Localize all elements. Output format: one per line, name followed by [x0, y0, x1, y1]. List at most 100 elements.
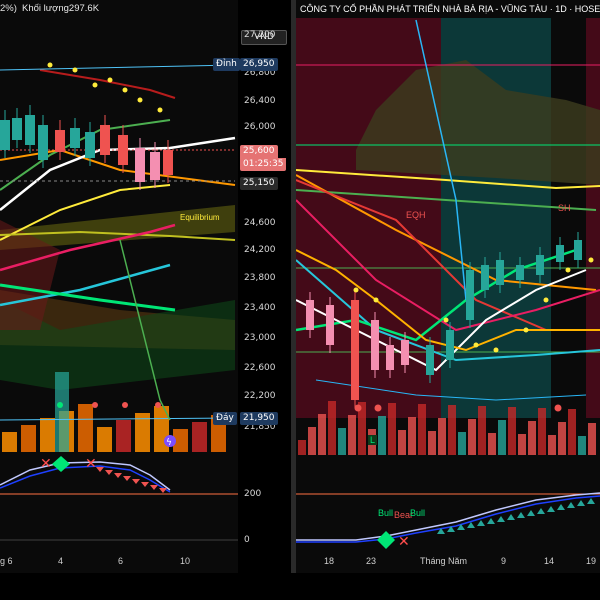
x-tick: Tháng Năm — [420, 556, 468, 566]
sar-dot — [493, 347, 499, 353]
right-chart-canvas[interactable]: ✕ — [296, 0, 600, 573]
volume-bar — [358, 402, 366, 455]
sar-dot — [157, 107, 163, 113]
right-candles — [306, 232, 582, 408]
left-chart-panel[interactable]: ✕ ✕ ϟ 2%) Khối lượng297.6K VND 27,200 26,… — [0, 0, 291, 573]
volume-bar — [548, 435, 556, 455]
signal-dot — [554, 404, 562, 412]
olive-ma-line — [0, 230, 236, 241]
osc-triangle — [141, 482, 149, 487]
signal-dot — [57, 402, 63, 408]
y-axis-label: 23,800 — [244, 273, 276, 283]
y-axis-bg — [238, 0, 291, 573]
right-volume-bars — [298, 401, 596, 455]
l-label: L — [368, 435, 378, 445]
osc-triangle — [547, 506, 555, 512]
signal-bull-2: Bull — [410, 508, 426, 518]
green-curve — [119, 239, 171, 421]
candle — [306, 300, 314, 330]
osc-triangle — [437, 528, 445, 534]
white-ma-line — [0, 136, 236, 211]
candle — [85, 132, 95, 158]
y-axis-label: 23,000 — [244, 333, 276, 343]
osc-cross: ✕ — [398, 534, 410, 550]
sar-dot — [107, 77, 113, 83]
candle — [556, 245, 564, 262]
sar-dot — [443, 317, 449, 323]
left-candles — [0, 105, 173, 190]
volume-bar — [508, 407, 516, 455]
volume-bar — [116, 420, 131, 452]
sar-dot — [588, 257, 594, 263]
bottom-curve — [315, 379, 587, 401]
left-chart-canvas[interactable]: ✕ ✕ ϟ — [0, 0, 291, 573]
y-axis-label: 23,400 — [244, 303, 276, 313]
volume-bar — [21, 425, 36, 452]
bottom-line — [0, 417, 236, 421]
signal-dot — [354, 404, 362, 412]
x-tick: 9 — [501, 556, 507, 566]
osc-triangle — [587, 498, 595, 504]
candle — [386, 345, 394, 370]
candle — [326, 305, 334, 345]
sar-dot — [92, 82, 98, 88]
x-tick: 14 — [544, 556, 555, 566]
currency-button[interactable]: VND — [241, 30, 287, 45]
osc-triangle — [96, 467, 104, 472]
support-tag: 25,150 — [240, 177, 278, 190]
volume-bar — [528, 421, 536, 455]
osc-triangle — [123, 476, 131, 481]
signal-bull-1: Bull — [378, 508, 394, 518]
x-tick: 10 — [180, 556, 191, 566]
volume-bar — [388, 403, 396, 455]
osc-diamond-1 — [52, 456, 70, 472]
osc-triangle — [527, 510, 535, 516]
osc-cross-2: ✕ — [85, 456, 97, 472]
osc-triangle — [477, 520, 485, 526]
osc-triangle — [507, 514, 515, 520]
bright-green-line — [296, 248, 577, 342]
volume-bar — [588, 423, 596, 455]
eqh-label: EQH — [406, 210, 426, 220]
volume-bar — [578, 436, 586, 455]
osc-triangle — [105, 470, 113, 475]
lightning-glyph: ϟ — [166, 438, 172, 448]
volume-bar — [458, 432, 466, 455]
volume-bar — [478, 406, 486, 455]
volume-bar — [468, 419, 476, 455]
yellow-ma-line — [0, 184, 171, 241]
sar-dot — [353, 287, 359, 293]
volume-bar — [298, 440, 306, 455]
candle — [135, 148, 145, 182]
volume-bar — [40, 418, 55, 452]
sar-dot — [543, 297, 549, 303]
volume-bar — [408, 417, 416, 455]
candle — [12, 118, 22, 140]
panel-divider[interactable] — [291, 0, 296, 600]
header-fragment: 2%) — [0, 3, 17, 14]
equilibrium-label: Equilibrium — [180, 213, 220, 222]
osc-triangle — [517, 512, 525, 518]
orange-ma-line — [0, 148, 236, 186]
signal-dot — [374, 404, 382, 412]
volume-bar — [558, 422, 566, 455]
right-chart-panel[interactable]: ✕ CÔNG TY CỔ PHẦN PHÁT TRIỂN NHÀ BÀ RỊA … — [296, 0, 600, 573]
osc-triangle — [114, 473, 122, 478]
candle — [536, 255, 544, 275]
signal-dot — [92, 402, 98, 408]
peak-value: 26,950 — [240, 58, 278, 71]
candle — [446, 330, 454, 360]
osc-triangle — [467, 522, 475, 528]
bottom-tag: Đáy — [213, 412, 237, 425]
sar-dot — [523, 327, 529, 333]
pink-ma-line — [0, 223, 176, 272]
osc-line — [296, 492, 600, 541]
osc-label-0: 0 — [244, 535, 250, 545]
osc-triangles — [437, 498, 595, 534]
pink-line — [296, 199, 600, 332]
countdown-tag: 01:25:35 — [240, 158, 287, 171]
candle — [55, 130, 65, 152]
volume-bar — [348, 415, 356, 455]
x-tick: 4 — [58, 556, 64, 566]
candle — [150, 152, 160, 180]
